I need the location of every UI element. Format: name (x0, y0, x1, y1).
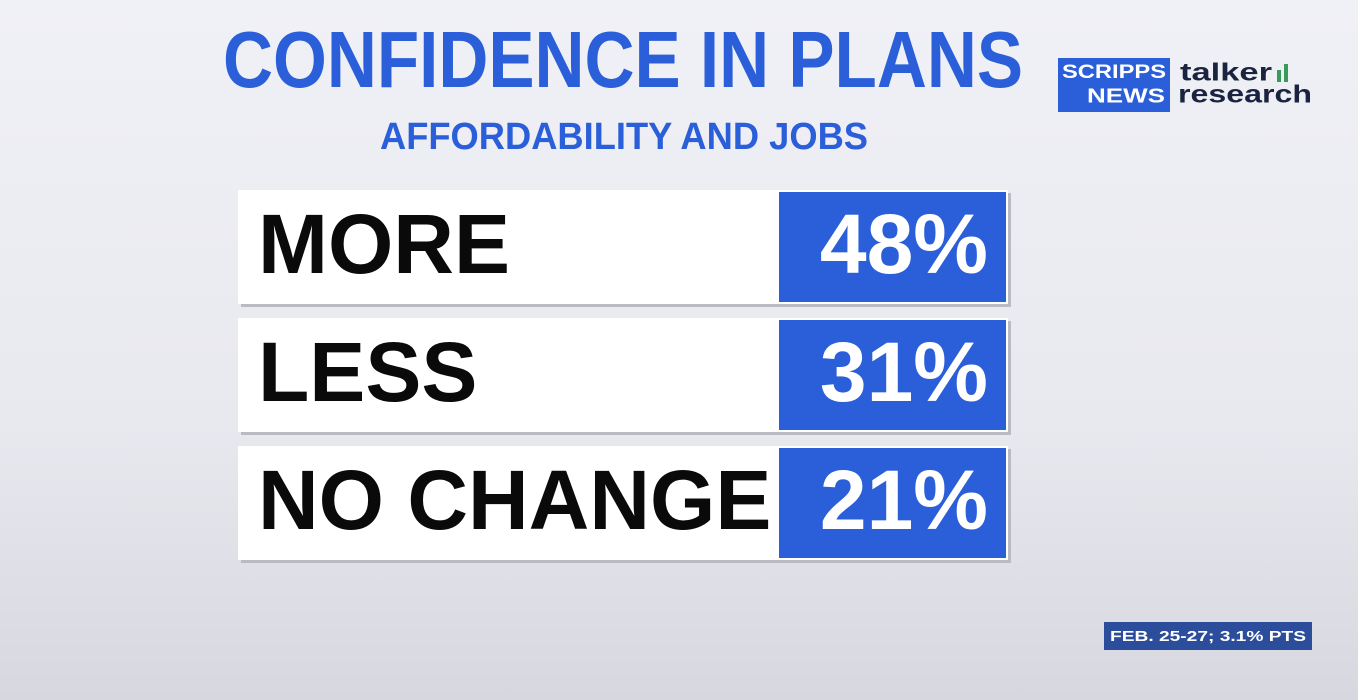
row-value: 48% (820, 197, 988, 291)
value-box (779, 320, 1006, 430)
logo-box (1058, 58, 1170, 112)
value-box (779, 448, 1006, 558)
logo-text: NEWS (1087, 85, 1165, 107)
row-label: LESS (258, 325, 477, 419)
logo-icon (1277, 70, 1281, 82)
footnote-box (1104, 622, 1312, 650)
title: CONFIDENCE IN PLANS (223, 15, 1023, 104)
logo-text: research (1178, 81, 1312, 109)
table: MORE 48% LESS 31% NO CHANGE 21% (238, 190, 1011, 563)
footnote: FEB. 25-27; 3.1% PTS (1110, 628, 1306, 645)
subtitle: AFFORDABILITY AND JOBS (380, 116, 868, 158)
logo-text: SCRIPPS (1062, 62, 1166, 83)
logo-icon (1284, 64, 1288, 82)
logo-text: talker (1180, 59, 1272, 87)
row-value: 31% (820, 325, 988, 419)
scripps-logo: SCRIPPS NEWS (1058, 58, 1170, 112)
value-box (779, 192, 1006, 302)
row-value: 21% (820, 453, 988, 547)
row-label: NO CHANGE (258, 453, 771, 547)
row-label: MORE (258, 197, 510, 291)
